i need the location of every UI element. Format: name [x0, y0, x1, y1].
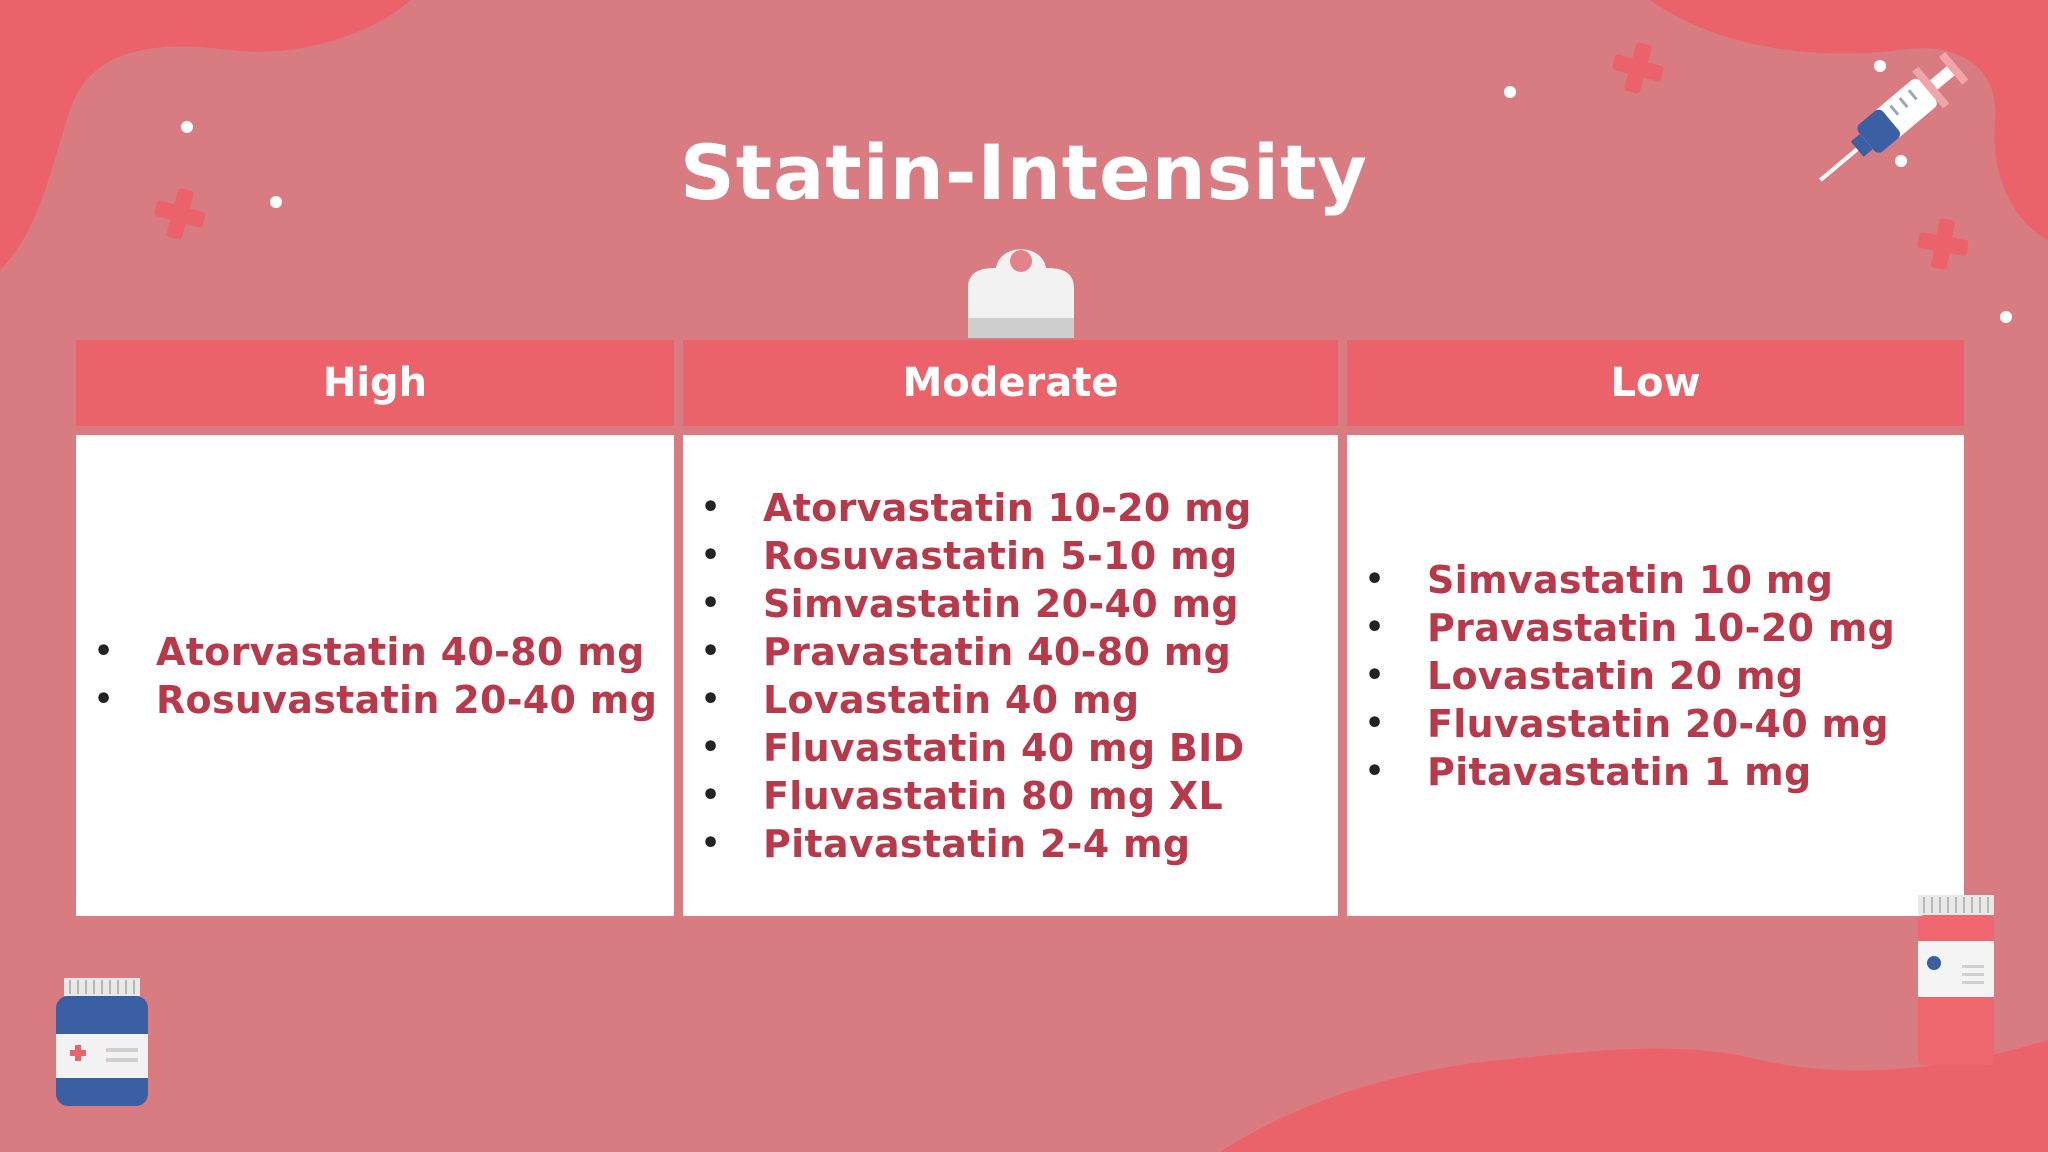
drug-list-moderate: Atorvastatin 10-20 mg Rosuvastatin 5-10 …: [683, 484, 1252, 868]
list-item: Lovastatin 40 mg: [701, 676, 1252, 724]
list-item: Simvastatin 20-40 mg: [701, 580, 1252, 628]
list-item: Fluvastatin 80 mg XL: [701, 772, 1252, 820]
list-item: Fluvastatin 40 mg BID: [701, 724, 1252, 772]
list-item: Pitavastatin 1 mg: [1365, 748, 1895, 796]
column-body-low: Simvastatin 10 mg Pravastatin 10-20 mg L…: [1347, 435, 1964, 916]
list-item: Fluvastatin 20-40 mg: [1365, 700, 1895, 748]
clipboard-clip-icon: [968, 249, 1074, 338]
medicine-bottle-red-icon: [1918, 895, 1994, 1065]
column-body-moderate: Atorvastatin 10-20 mg Rosuvastatin 5-10 …: [683, 435, 1338, 916]
drug-list-low: Simvastatin 10 mg Pravastatin 10-20 mg L…: [1347, 556, 1895, 796]
column-header-low: Low: [1347, 340, 1964, 426]
medicine-bottle-blue-icon: [56, 978, 148, 1106]
syringe-icon: [1819, 51, 1969, 182]
medical-cross-icon: [1917, 218, 1969, 270]
column-low: Low Simvastatin 10 mg Pravastatin 10-20 …: [1347, 340, 1964, 916]
list-item: Lovastatin 20 mg: [1365, 652, 1895, 700]
column-header-moderate: Moderate: [683, 340, 1338, 426]
drug-list-high: Atorvastatin 40-80 mg Rosuvastatin 20-40…: [76, 628, 657, 724]
list-item: Rosuvastatin 20-40 mg: [94, 676, 657, 724]
list-item: Pravastatin 10-20 mg: [1365, 604, 1895, 652]
list-item: Simvastatin 10 mg: [1365, 556, 1895, 604]
column-moderate: Moderate Atorvastatin 10-20 mg Rosuvasta…: [683, 340, 1338, 916]
list-item: Pitavastatin 2-4 mg: [701, 820, 1252, 868]
statin-intensity-table: High Atorvastatin 40-80 mg Rosuvastatin …: [76, 340, 1964, 916]
list-item: Rosuvastatin 5-10 mg: [701, 532, 1252, 580]
column-body-high: Atorvastatin 40-80 mg Rosuvastatin 20-40…: [76, 435, 674, 916]
list-item: Pravastatin 40-80 mg: [701, 628, 1252, 676]
medical-cross-icon: [1612, 42, 1664, 94]
medical-cross-icon: [154, 188, 206, 240]
column-header-high: High: [76, 340, 674, 426]
list-item: Atorvastatin 40-80 mg: [94, 628, 657, 676]
list-item: Atorvastatin 10-20 mg: [701, 484, 1252, 532]
page-title: Statin-Intensity: [680, 128, 1368, 217]
column-high: High Atorvastatin 40-80 mg Rosuvastatin …: [76, 340, 674, 916]
